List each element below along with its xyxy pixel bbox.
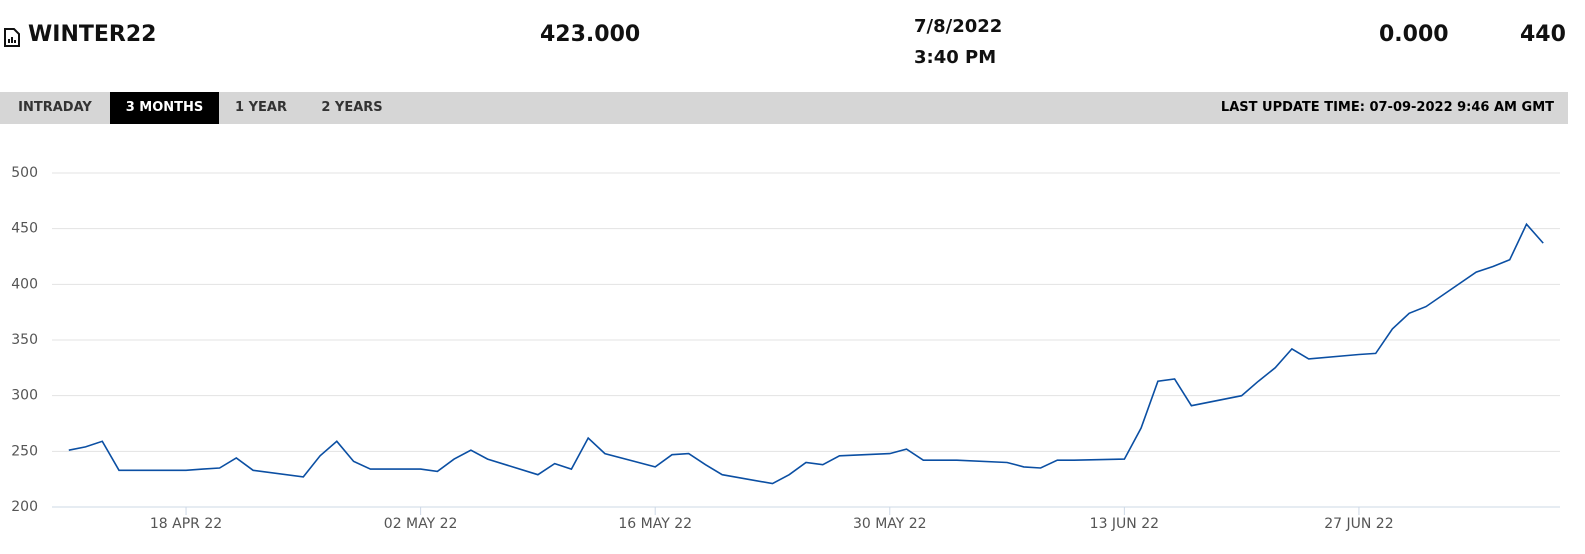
change: 0.000 (1379, 22, 1449, 47)
tab-active[interactable]: 3 MONTHS (110, 92, 219, 124)
x-tick-label: 16 MAY 22 (618, 516, 692, 532)
last-update: LAST UPDATE TIME: 07-09-2022 9:46 AM GMT (1220, 100, 1554, 115)
y-tick-label: 250 (11, 443, 38, 459)
y-tick-label: 200 (11, 499, 38, 515)
price-line (68, 222, 1544, 485)
y-tick-label: 350 (11, 332, 38, 348)
time: 3:40 PM (914, 47, 997, 68)
x-tick-label: 02 MAY 22 (384, 516, 458, 532)
y-tick-label: 500 (11, 165, 38, 181)
x-tick-label: 18 APR 22 (150, 516, 222, 532)
file-icon (4, 28, 20, 47)
tab-bar: INTRADAY 3 MONTHS 1 YEAR 2 YEARS LAST UP… (0, 92, 1568, 124)
tab[interactable]: INTRADAY (18, 100, 92, 115)
y-tick-label: 300 (11, 388, 38, 404)
x-tick-label: 27 JUN 22 (1324, 516, 1393, 532)
tab[interactable]: 2 YEARS (321, 100, 383, 115)
symbol: WINTER22 (28, 22, 157, 47)
y-tick-label: 400 (11, 276, 38, 292)
price: 423.000 (540, 22, 641, 47)
tab[interactable]: 1 YEAR (235, 100, 287, 115)
x-tick-label: 30 MAY 22 (853, 516, 927, 532)
y-tick-label: 450 (11, 221, 38, 237)
date: 7/8/2022 (914, 16, 1003, 37)
x-tick-label: 13 JUN 22 (1090, 516, 1159, 532)
volume: 440 (1520, 22, 1566, 47)
